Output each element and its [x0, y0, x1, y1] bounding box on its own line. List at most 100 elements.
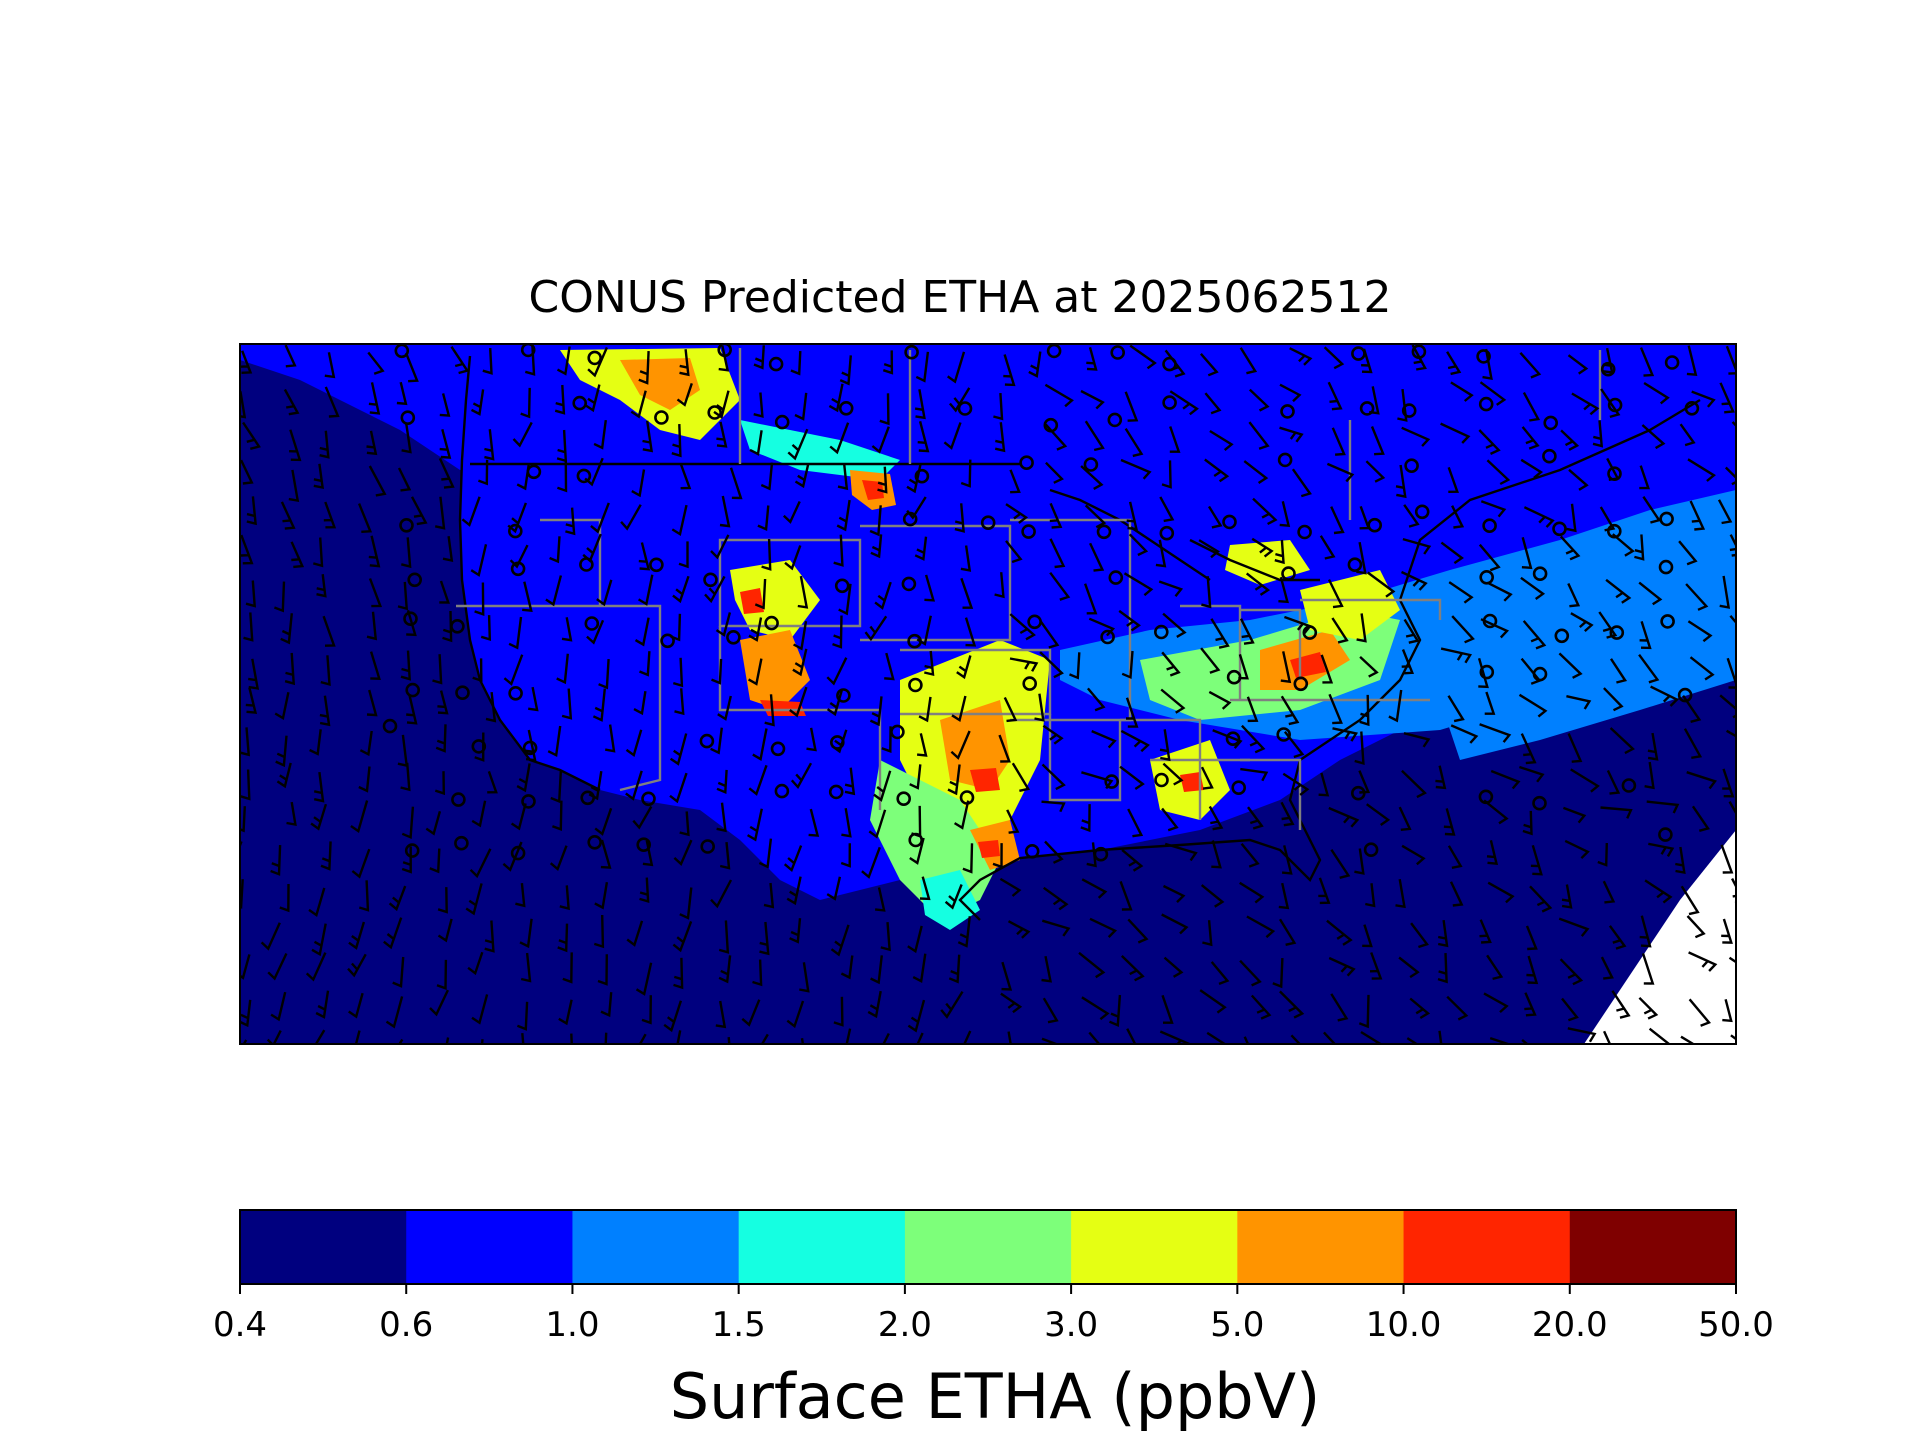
wind-barb — [1608, 925, 1627, 950]
wind-barb — [596, 579, 613, 607]
wind-barb — [719, 495, 731, 528]
wind-barb — [439, 428, 452, 459]
wind-barb — [1440, 422, 1471, 444]
wind-barb — [881, 726, 892, 754]
wind-barb — [948, 954, 961, 984]
wind-barb — [760, 462, 774, 491]
wind-barb — [290, 541, 305, 569]
wind-barb — [642, 840, 654, 867]
wind-barb — [558, 999, 573, 1026]
wind-barb — [704, 575, 726, 604]
wind-barb — [284, 344, 297, 368]
station-marker — [1660, 614, 1675, 629]
wind-barb — [1486, 954, 1504, 981]
wind-barb — [1199, 989, 1227, 1014]
wind-barb — [1435, 765, 1447, 790]
wind-barb — [794, 392, 808, 421]
station-marker — [1277, 452, 1293, 468]
wind-barb — [474, 732, 485, 762]
station-marker — [1024, 843, 1040, 859]
wind-barb — [1602, 880, 1616, 904]
wind-barb — [561, 688, 573, 720]
wind-barb — [718, 920, 730, 954]
wind-barb — [672, 920, 693, 953]
wind-barb — [1208, 805, 1224, 831]
wind-barb — [1289, 347, 1313, 366]
wind-barb — [288, 469, 300, 502]
station-marker — [1363, 842, 1379, 858]
wind-barb — [748, 764, 768, 796]
wind-barb — [672, 657, 684, 688]
station-marker — [1110, 345, 1125, 360]
colorbar-tick-label: 1.5 — [712, 1305, 766, 1345]
wind-barb — [914, 389, 926, 420]
wind-barb — [1397, 388, 1408, 422]
wind-barb — [1477, 657, 1489, 689]
station-marker — [587, 350, 603, 366]
station-marker — [507, 523, 523, 539]
wind-barb — [1162, 612, 1187, 638]
wind-barb — [1370, 426, 1385, 456]
wind-barb — [994, 422, 1006, 453]
wind-barb — [438, 457, 455, 489]
wind-barb — [242, 421, 261, 450]
wind-barb — [826, 690, 843, 717]
wind-barb — [385, 996, 404, 1029]
wind-barb — [1686, 345, 1698, 377]
station-marker — [834, 578, 850, 594]
wind-barb — [280, 613, 293, 645]
wind-barb — [1283, 615, 1312, 634]
wind-barb — [716, 421, 728, 448]
wind-barb — [748, 658, 763, 686]
wind-barb — [528, 686, 539, 712]
wind-barb — [833, 996, 844, 1027]
wind-barb — [503, 654, 524, 686]
wind-barb — [669, 733, 688, 766]
wind-barb — [637, 574, 654, 606]
wind-barb — [1691, 390, 1716, 408]
wind-barb — [1161, 460, 1172, 489]
station-marker — [774, 783, 790, 799]
wind-barb — [1160, 688, 1186, 714]
wind-barb — [964, 617, 977, 647]
wind-barb — [1248, 388, 1270, 412]
wind-barb — [1158, 580, 1184, 598]
wind-barb — [1129, 344, 1157, 370]
wind-barb — [790, 762, 813, 790]
wind-barb — [880, 922, 891, 952]
colorbar-tick-label: 20.0 — [1532, 1305, 1608, 1345]
wind-barb — [1486, 840, 1499, 866]
wind-barb — [1210, 618, 1230, 649]
wind-barb — [474, 582, 485, 616]
wind-barb — [1320, 654, 1334, 684]
wind-barb — [359, 730, 373, 757]
station-marker — [1022, 676, 1037, 691]
wind-barb — [1120, 458, 1152, 480]
wind-barb — [1359, 694, 1370, 727]
station-marker — [1532, 566, 1548, 582]
wind-barb — [1401, 426, 1431, 447]
wind-barb — [1691, 805, 1710, 832]
wind-barb — [310, 803, 328, 831]
wind-barb — [679, 811, 690, 837]
wind-barb — [716, 769, 728, 794]
wind-barb — [1041, 763, 1066, 791]
wind-barb — [950, 730, 971, 760]
wind-barb — [837, 463, 849, 491]
wind-barb — [669, 772, 688, 804]
wind-barb — [1199, 353, 1219, 377]
wind-barb — [917, 420, 930, 453]
wind-barb — [1252, 497, 1278, 526]
wind-barb — [1359, 656, 1379, 678]
station-marker — [774, 414, 790, 430]
colorbar-tick-label: 5.0 — [1210, 1305, 1264, 1345]
wind-barb — [1721, 918, 1733, 944]
wind-barb — [1240, 767, 1269, 782]
wind-barb — [368, 382, 381, 415]
station-marker — [1532, 795, 1547, 811]
wind-barb — [1559, 958, 1584, 986]
wind-barb — [673, 839, 693, 867]
wind-barb — [1638, 581, 1663, 606]
station-marker — [1658, 559, 1674, 575]
wind-barb — [1127, 808, 1144, 838]
